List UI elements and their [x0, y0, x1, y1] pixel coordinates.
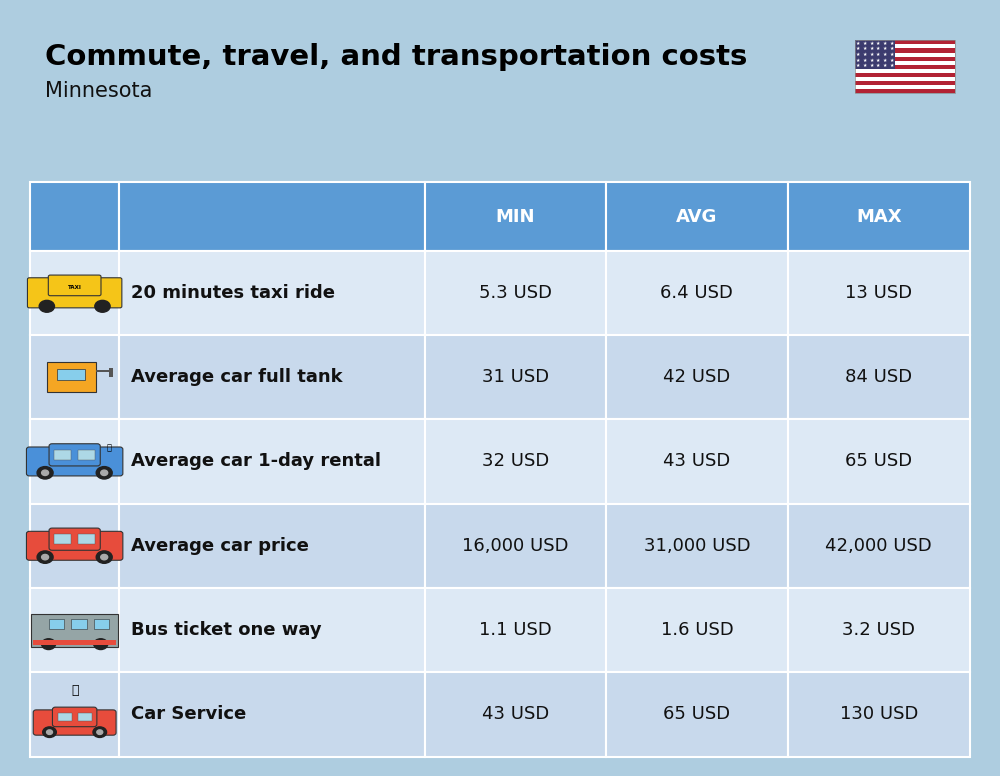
Text: ★: ★	[863, 47, 867, 51]
Text: ★: ★	[856, 47, 861, 51]
Text: ★: ★	[869, 64, 874, 68]
Text: 1.6 USD: 1.6 USD	[661, 621, 733, 639]
Text: Average car 1-day rental: Average car 1-day rental	[131, 452, 381, 470]
Text: ★: ★	[876, 64, 881, 68]
Text: ★: ★	[883, 52, 887, 57]
Text: 1.1 USD: 1.1 USD	[479, 621, 552, 639]
Text: 31,000 USD: 31,000 USD	[644, 537, 750, 555]
Text: 20 minutes taxi ride: 20 minutes taxi ride	[131, 284, 335, 302]
Text: ★: ★	[889, 57, 894, 63]
Text: ★: ★	[856, 40, 861, 46]
Text: ★: ★	[883, 47, 887, 51]
Text: TAXI: TAXI	[68, 285, 82, 290]
Text: ★: ★	[869, 52, 874, 57]
Text: ★: ★	[856, 64, 861, 68]
Text: ★: ★	[889, 64, 894, 68]
Text: ★: ★	[869, 57, 874, 63]
Text: ★: ★	[876, 52, 881, 57]
Text: ★: ★	[863, 40, 867, 46]
Text: Car Service: Car Service	[131, 705, 246, 723]
Text: MIN: MIN	[496, 207, 535, 226]
Text: AVG: AVG	[676, 207, 718, 226]
Text: ★: ★	[869, 40, 874, 46]
Text: 6.4 USD: 6.4 USD	[660, 284, 733, 302]
Text: ★: ★	[863, 52, 867, 57]
Text: ★: ★	[889, 40, 894, 46]
Text: 84 USD: 84 USD	[845, 368, 912, 386]
Text: ★: ★	[869, 47, 874, 51]
Text: 🔧: 🔧	[71, 684, 78, 697]
Text: 42 USD: 42 USD	[663, 368, 731, 386]
Text: Average car full tank: Average car full tank	[131, 368, 342, 386]
Text: 32 USD: 32 USD	[482, 452, 549, 470]
Text: 🔑: 🔑	[107, 443, 112, 452]
Text: Commute, travel, and transportation costs: Commute, travel, and transportation cost…	[45, 43, 747, 71]
Text: 31 USD: 31 USD	[482, 368, 549, 386]
Text: ★: ★	[883, 40, 887, 46]
Text: ★: ★	[883, 64, 887, 68]
Text: ★: ★	[889, 52, 894, 57]
Text: Bus ticket one way: Bus ticket one way	[131, 621, 321, 639]
Text: ★: ★	[876, 57, 881, 63]
Text: Minnesota: Minnesota	[45, 81, 152, 102]
Text: 13 USD: 13 USD	[845, 284, 912, 302]
Text: ★: ★	[856, 57, 861, 63]
Text: 3.2 USD: 3.2 USD	[842, 621, 915, 639]
Text: MAX: MAX	[856, 207, 902, 226]
Text: 16,000 USD: 16,000 USD	[462, 537, 569, 555]
Text: Average car price: Average car price	[131, 537, 308, 555]
Text: 43 USD: 43 USD	[663, 452, 731, 470]
Text: ★: ★	[889, 47, 894, 51]
Text: 42,000 USD: 42,000 USD	[825, 537, 932, 555]
Text: 65 USD: 65 USD	[845, 452, 912, 470]
Text: 43 USD: 43 USD	[482, 705, 549, 723]
Text: ★: ★	[876, 40, 881, 46]
Text: ★: ★	[863, 57, 867, 63]
Text: ★: ★	[863, 64, 867, 68]
Text: ★: ★	[856, 52, 861, 57]
Text: ★: ★	[876, 47, 881, 51]
Text: ★: ★	[883, 57, 887, 63]
Text: 130 USD: 130 USD	[840, 705, 918, 723]
Text: 5.3 USD: 5.3 USD	[479, 284, 552, 302]
Text: 65 USD: 65 USD	[663, 705, 730, 723]
